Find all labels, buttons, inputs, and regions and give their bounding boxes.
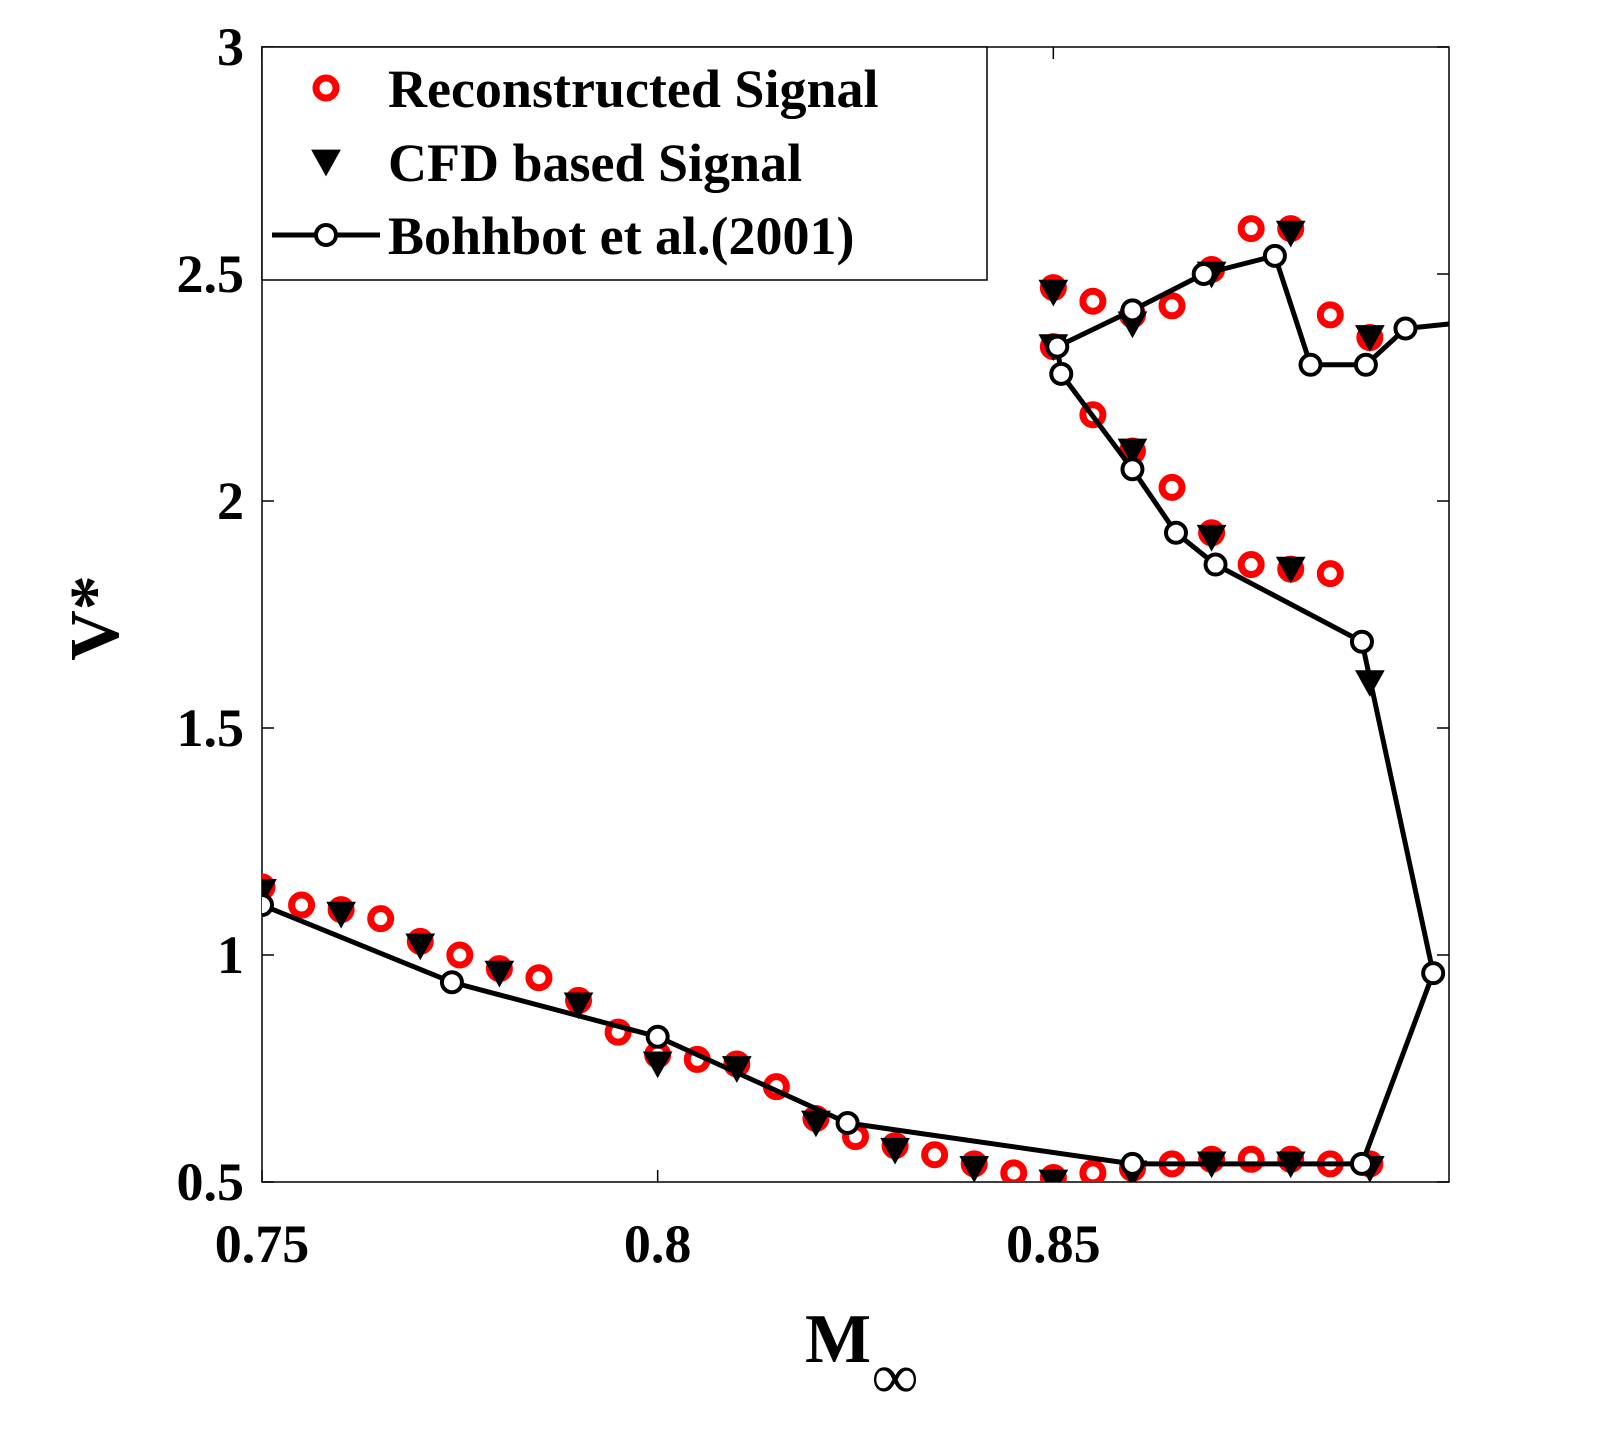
- cfd-point: [1275, 556, 1306, 584]
- reconstructed-point: [367, 905, 395, 933]
- bohbot-point: [1191, 262, 1216, 286]
- y-tick-label: 1: [217, 925, 244, 985]
- legend-marker-bohbot: [314, 223, 338, 247]
- reconstructed-point: [1079, 287, 1107, 315]
- series-layer: [262, 215, 1449, 1182]
- bohbot-point: [1262, 243, 1287, 268]
- reconstructed-point: [1158, 473, 1186, 501]
- y-tick-label: 2: [217, 471, 244, 531]
- cfd-point: [563, 992, 594, 1020]
- cfd-point: [959, 1155, 990, 1182]
- bohbot-point: [1120, 457, 1145, 482]
- legend-marker-cfd: [311, 149, 341, 177]
- x-tick-label: 0.75: [215, 1214, 310, 1274]
- reconstructed-point: [921, 1141, 949, 1169]
- bohbot-point: [439, 970, 464, 995]
- bohbot-point: [645, 1024, 670, 1049]
- cfd-point: [262, 879, 277, 906]
- bohbot-line: [262, 253, 1449, 1167]
- bohbot-point: [1203, 552, 1228, 577]
- bohbot-point: [1120, 298, 1145, 323]
- legend-marker-reconstructed: [312, 74, 340, 102]
- legend-label-1: Reconstructed Signal: [388, 59, 878, 119]
- cfd-point: [405, 933, 436, 961]
- legend-label-3: Bohhbot et al.(2001): [388, 206, 855, 266]
- bohbot-point: [1045, 334, 1070, 359]
- reconstructed-point: [1237, 215, 1265, 243]
- bohbot-point: [1353, 352, 1378, 377]
- cfd-point: [1038, 1169, 1069, 1182]
- legend-box: [261, 46, 988, 281]
- x-axis-label: M: [805, 1301, 871, 1378]
- cfd-point: [1355, 325, 1385, 352]
- reconstructed-point: [1316, 560, 1344, 588]
- bohbot-point: [835, 1110, 860, 1135]
- bohbot-point: [262, 893, 274, 918]
- bohbot-point: [1163, 520, 1188, 545]
- y-tick-label: 0.5: [177, 1152, 245, 1212]
- bohbot-point: [1349, 1151, 1374, 1176]
- cfd-point: [880, 1137, 910, 1165]
- x-tick-label: 0.85: [1006, 1214, 1101, 1274]
- cfd-point: [1038, 279, 1069, 307]
- bohbot-point: [1298, 352, 1323, 377]
- cfd-point: [484, 960, 515, 988]
- bohbot-point: [1049, 361, 1074, 386]
- reconstructed-point: [525, 964, 553, 992]
- cfd-point: [1196, 524, 1227, 552]
- cfd-point: [1275, 220, 1306, 248]
- cfd-point: [326, 901, 356, 929]
- reconstructed-point: [288, 891, 316, 919]
- reconstructed-point: [1000, 1159, 1028, 1182]
- bohbot-point: [1120, 1151, 1145, 1176]
- bohbot-point: [1393, 316, 1418, 341]
- reconstructed-point: [1079, 1159, 1107, 1182]
- bohbot-point: [1421, 961, 1446, 986]
- reconstructed-point: [1316, 301, 1344, 329]
- y-tick-label: 1.5: [177, 698, 245, 758]
- reconstructed-point: [1237, 551, 1265, 579]
- y-axis-label: V*: [57, 575, 134, 661]
- cfd-point: [1117, 438, 1148, 466]
- legend: Reconstructed Signal CFD based Signal Bohh…: [261, 46, 988, 281]
- cfd-point: [642, 1051, 673, 1079]
- reconstructed-point: [1158, 292, 1186, 320]
- legend-label-2: CFD based Signal: [388, 133, 802, 193]
- reconstructed-point: [446, 941, 474, 969]
- bohbot-point: [1349, 629, 1374, 654]
- y-tick-label: 2.5: [177, 244, 245, 304]
- y-tick-label: 3: [217, 17, 244, 77]
- x-tick-label: 0.8: [624, 1214, 692, 1274]
- x-axis-label-subscript: ∞: [872, 1341, 918, 1412]
